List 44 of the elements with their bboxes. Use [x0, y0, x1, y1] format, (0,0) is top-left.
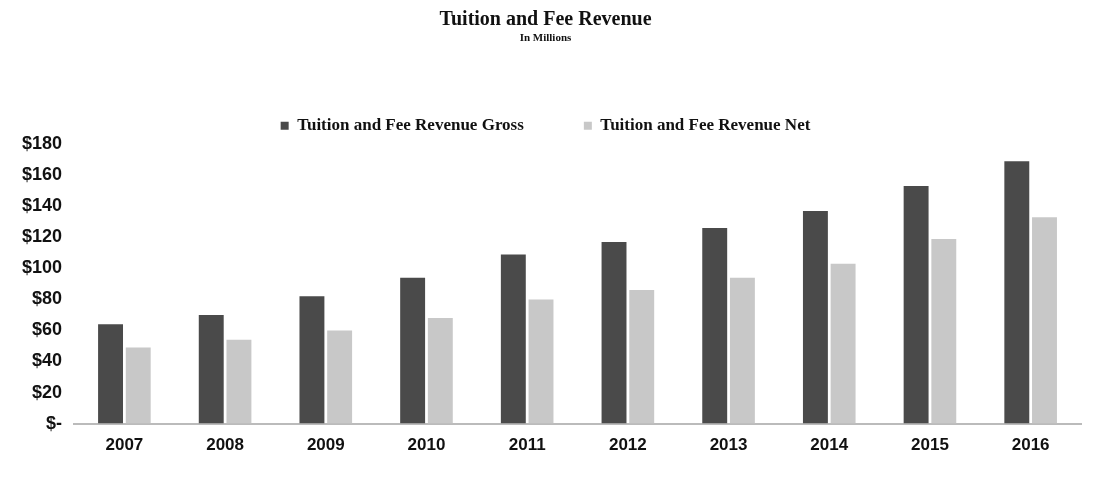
x-tick-label: 2008 [206, 435, 244, 455]
x-tick-label: 2013 [709, 435, 748, 455]
bar [702, 228, 728, 424]
y-tick-label: $140 [22, 195, 63, 216]
x-tick-label: 2010 [407, 435, 446, 455]
bar [1032, 217, 1057, 424]
bar [629, 290, 655, 424]
y-tick-label: $- [46, 412, 63, 433]
legend-label: Tuition and Fee Revenue Net [600, 115, 811, 135]
chart-subtitle: In Millions [519, 31, 573, 44]
bar [327, 330, 353, 424]
bar [601, 241, 627, 424]
bar [299, 296, 325, 424]
bar [1004, 161, 1030, 424]
y-tick-label: $160 [22, 164, 63, 185]
bar [427, 318, 453, 424]
y-tick-label: $40 [32, 350, 63, 371]
bar [729, 277, 755, 424]
y-tick-label: $80 [32, 288, 63, 309]
bar [830, 263, 856, 424]
bar [98, 324, 124, 424]
bar [802, 210, 828, 424]
x-tick-label: 2015 [911, 435, 949, 455]
bar [226, 339, 252, 424]
bar [931, 238, 957, 424]
y-tick-label: $20 [32, 381, 63, 402]
bar [125, 347, 151, 424]
y-tick-label: $180 [22, 133, 63, 154]
y-tick-label: $60 [32, 319, 63, 340]
x-tick-label: 2009 [306, 435, 345, 455]
x-tick-label: 2007 [105, 435, 144, 455]
bar [903, 186, 929, 424]
x-tick-label: 2011 [508, 435, 546, 455]
x-tick-label: 2012 [608, 435, 647, 455]
x-tick-label: 2014 [810, 435, 849, 455]
y-tick-label: $100 [22, 257, 63, 278]
bar [400, 277, 426, 424]
y-tick-label: $120 [22, 226, 63, 247]
bar [198, 314, 224, 424]
chart-title: Tuition and Fee Revenue [439, 7, 652, 30]
bar [500, 254, 526, 424]
bar [528, 299, 554, 424]
x-tick-label: 2016 [1011, 435, 1050, 455]
legend-label: Tuition and Fee Revenue Gross [297, 115, 525, 135]
